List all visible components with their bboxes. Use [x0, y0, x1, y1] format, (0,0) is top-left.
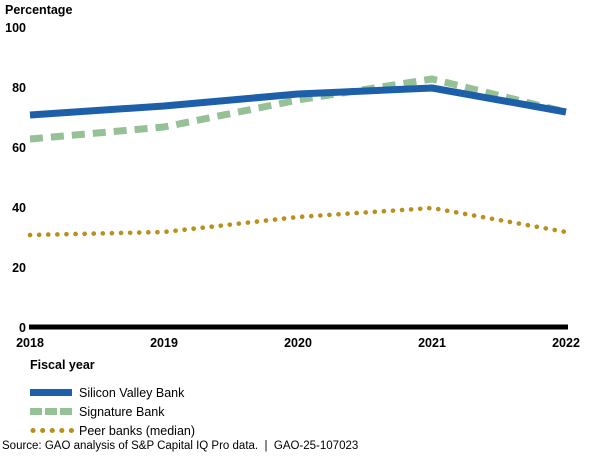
legend-swatch-rect: [30, 389, 72, 396]
series-line-peer-banks-median-: [27, 205, 569, 238]
y-axis-title: Percentage: [5, 3, 73, 17]
dotted-line-swatch-icon: [30, 428, 76, 433]
x-axis-line: [29, 324, 568, 330]
source-note: Source: GAO analysis of S&P Capital IQ P…: [2, 440, 359, 452]
y-axis-tick-0: 0: [19, 321, 26, 335]
legend-item-silicon-valley-bank: Silicon Valley Bank: [30, 383, 195, 402]
legend-item-peer-banks: Peer banks (median): [30, 421, 195, 440]
legend-label: Signature Bank: [79, 404, 165, 419]
legend-label: Silicon Valley Bank: [79, 385, 185, 400]
legend-item-signature-bank: Signature Bank: [30, 402, 195, 421]
x-axis-tick-2019: 2019: [150, 336, 178, 350]
y-axis-tick-60: 60: [12, 141, 26, 155]
series-line-signature-bank: [29, 75, 567, 143]
y-axis-tick-20: 20: [12, 261, 26, 275]
legend-label: Peer banks (median): [79, 423, 196, 438]
x-axis-tick-2020: 2020: [284, 336, 312, 350]
chart-legend: Silicon Valley Bank Signature Bank Peer …: [30, 383, 195, 440]
x-axis-tick-2021: 2021: [418, 336, 446, 350]
series-line-silicon-valley-bank: [29, 84, 567, 119]
solid-line-swatch-icon: [30, 389, 72, 396]
y-axis-tick-40: 40: [12, 201, 26, 215]
x-axis-tick-2018: 2018: [16, 336, 44, 350]
x-axis-title: Fiscal year: [30, 358, 95, 372]
x-axis-tick-2022: 2022: [552, 336, 580, 350]
dashed-line-swatch-icon: [30, 408, 72, 415]
y-axis-tick-80: 80: [12, 81, 26, 95]
y-axis-tick-100: 100: [5, 21, 26, 35]
